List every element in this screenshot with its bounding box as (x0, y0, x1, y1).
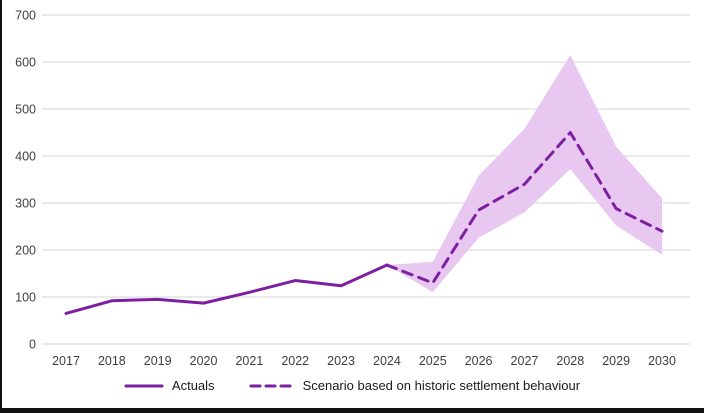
chart-svg: 0 100 200 300 400 500 600 700 2017 2018 2019 2020 20… (15, 9, 690, 368)
x-tick-label: 2021 (235, 354, 263, 368)
x-tick-label: 2023 (327, 354, 355, 368)
x-tick-label: 2017 (52, 354, 80, 368)
y-tick-label: 0 (29, 338, 36, 352)
x-tick-label: 2028 (556, 354, 584, 368)
actuals-line (64, 263, 389, 315)
y-tick-label: 300 (15, 197, 36, 211)
legend-label-actuals: Actuals (171, 378, 215, 393)
y-tick-label: 400 (15, 150, 36, 164)
legend-item-actuals: Actuals (124, 378, 215, 393)
confidence-band (386, 54, 662, 293)
screen-edge-left (0, 0, 2, 413)
y-tick-label: 700 (15, 9, 36, 23)
scenario-line-swatch-icon (249, 384, 295, 387)
x-tick-label: 2030 (648, 354, 676, 368)
scenario-line (385, 131, 664, 285)
y-tick-label: 500 (15, 103, 36, 117)
x-tick-label: 2020 (190, 354, 218, 368)
y-tick-label: 200 (15, 244, 36, 258)
x-tick-label: 2018 (98, 354, 126, 368)
x-tick-label: 2025 (419, 354, 447, 368)
x-tick-label: 2022 (281, 354, 309, 368)
y-tick-label: 600 (15, 56, 36, 70)
x-tick-label: 2029 (602, 354, 630, 368)
x-tick-label: 2024 (373, 354, 401, 368)
actuals-line-swatch-icon (124, 384, 164, 387)
legend-item-scenario: Scenario based on historic settlement be… (249, 378, 581, 393)
x-tick-label: 2019 (144, 354, 172, 368)
x-tick-label: 2026 (465, 354, 493, 368)
screen-edge-bottom (0, 408, 704, 413)
legend: Actuals Scenario based on historic settl… (0, 378, 704, 393)
y-tick-label: 100 (15, 291, 36, 305)
legend-label-scenario: Scenario based on historic settlement be… (302, 378, 581, 393)
x-tick-label: 2027 (511, 354, 539, 368)
